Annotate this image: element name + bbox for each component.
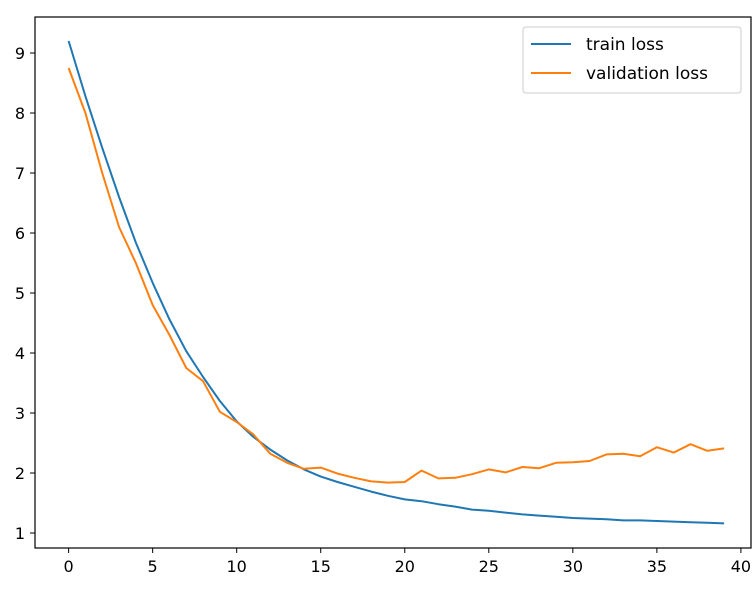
y-tick-label: 2 xyxy=(15,464,25,483)
x-tick-label: 25 xyxy=(479,557,499,576)
y-axis: 1 2 3 4 5 6 7 8 9 xyxy=(15,44,35,543)
x-tick-label: 20 xyxy=(395,557,415,576)
series-line-0 xyxy=(67,40,725,525)
plot-lines xyxy=(67,40,725,525)
y-tick-label: 8 xyxy=(15,104,25,123)
legend: train loss validation loss xyxy=(522,26,742,94)
y-tick-label: 4 xyxy=(15,344,25,363)
x-tick-label: 30 xyxy=(563,557,583,576)
legend-box xyxy=(522,26,742,94)
x-tick-label: 40 xyxy=(731,557,751,576)
x-tick-label: 5 xyxy=(148,557,158,576)
y-tick-label: 5 xyxy=(15,284,25,303)
legend-label-1: validation loss xyxy=(586,64,708,84)
legend-label-0: train loss xyxy=(586,35,664,55)
plot-frame xyxy=(34,16,752,549)
y-tick-label: 9 xyxy=(15,44,25,63)
x-tick-label: 0 xyxy=(64,557,74,576)
y-tick-label: 3 xyxy=(15,404,25,423)
x-axis: 0 5 10 15 20 25 30 35 40 xyxy=(64,548,751,576)
y-tick-label: 1 xyxy=(15,524,25,543)
y-tick-label: 6 xyxy=(15,224,25,243)
x-tick-label: 10 xyxy=(227,557,247,576)
x-tick-label: 15 xyxy=(311,557,331,576)
series-line-1 xyxy=(67,67,725,484)
y-tick-label: 7 xyxy=(15,164,25,183)
x-tick-label: 35 xyxy=(647,557,667,576)
